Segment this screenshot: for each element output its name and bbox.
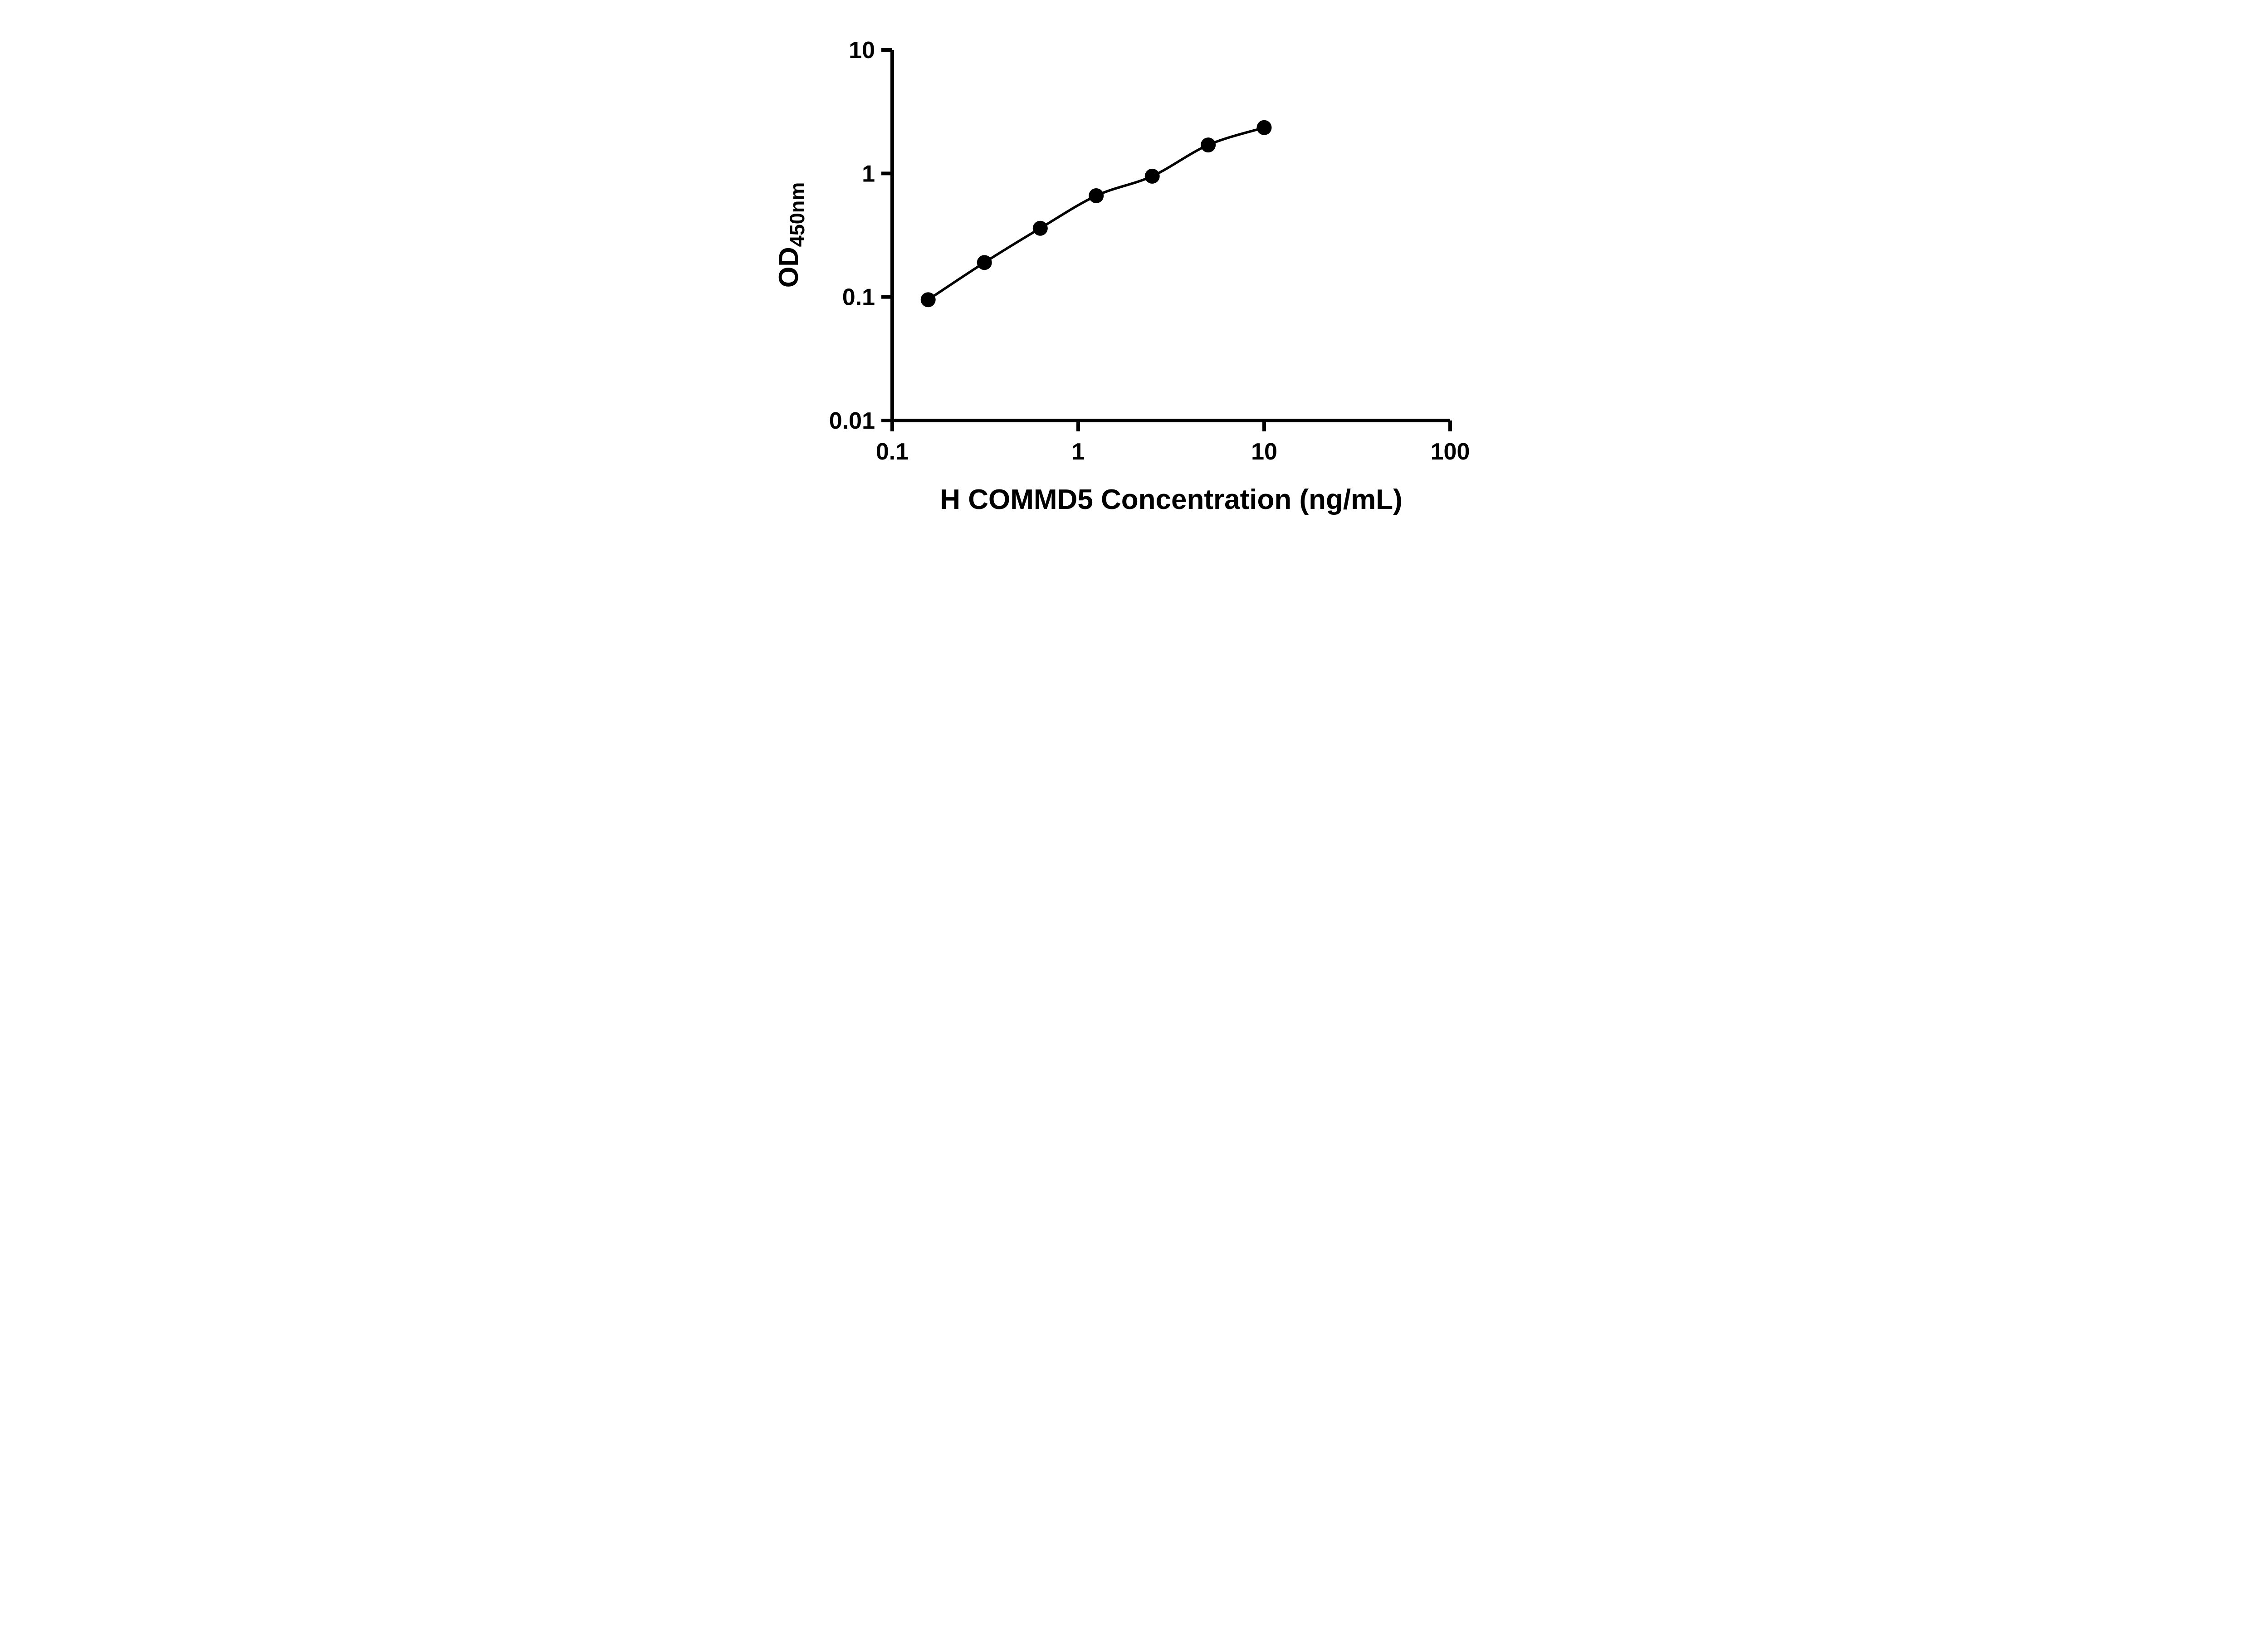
elisa-standard-curve-figure: 0.1 1 10 100 0.01 0.1 1 10 H COMMD5 Concentrati… (747, 0, 1521, 544)
y-tick-label: 0.1 (842, 284, 875, 311)
data-point-marker (1089, 188, 1104, 203)
data-point-marker (1144, 168, 1160, 184)
y-axis-title-main: OD (773, 247, 804, 288)
x-tick-label: 10 (1251, 439, 1277, 465)
y-axis-title-subscript: 450nm (786, 182, 809, 247)
x-tick-label: 0.1 (876, 439, 909, 465)
data-point-marker (1032, 220, 1048, 236)
data-point-marker (1256, 120, 1272, 135)
y-tick-label: 10 (849, 37, 875, 64)
data-point-marker (1201, 137, 1216, 153)
x-tick-label: 1 (1072, 439, 1085, 465)
y-axis-title: OD450nm (773, 182, 809, 288)
data-point-marker (977, 255, 992, 270)
y-tick-label: 0.01 (829, 408, 875, 434)
y-tick-label: 1 (862, 161, 875, 187)
standard-curve-line (927, 126, 1265, 301)
x-tick-label: 100 (1431, 439, 1470, 465)
data-point-marker (920, 292, 936, 308)
x-axis-title: H COMMD5 Concentration (ng/mL) (940, 484, 1403, 515)
